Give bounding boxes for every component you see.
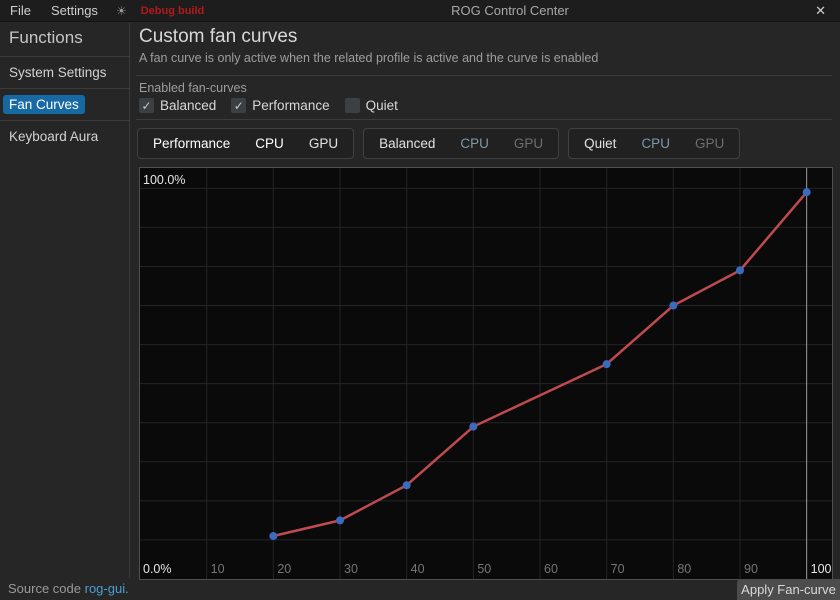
page-subtitle: A fan curve is only active when the rela… bbox=[139, 51, 599, 65]
x-tick-label: 80 bbox=[677, 562, 691, 576]
curve-point[interactable] bbox=[736, 266, 744, 275]
fan-tab-quiet-cpu[interactable]: CPU bbox=[633, 133, 678, 154]
fan-tab-balanced-cpu[interactable]: CPU bbox=[452, 133, 497, 154]
divider bbox=[136, 119, 832, 120]
checkmark-icon: ✓ bbox=[231, 98, 247, 113]
profile-tab-balanced[interactable]: Balanced bbox=[371, 133, 443, 154]
x-tick-label: 70 bbox=[611, 562, 625, 576]
enabled-fan-curves-label: Enabled fan-curves bbox=[139, 81, 247, 95]
theme-sun-icon[interactable]: ☀ bbox=[115, 3, 127, 18]
enabled-fan-curves-row: ✓ Balanced ✓ Performance ✓ Quiet bbox=[139, 98, 398, 113]
fan-curve-line bbox=[273, 191, 808, 538]
fan-tab-performance-gpu[interactable]: GPU bbox=[301, 133, 346, 154]
x-tick-label: 10 bbox=[211, 562, 225, 576]
rog-gui-link[interactable]: rog-gui. bbox=[84, 581, 129, 596]
x-tick-label: 60 bbox=[544, 562, 558, 576]
menu-file[interactable]: File bbox=[10, 3, 31, 18]
sidebar-item-fan-curves[interactable]: Fan Curves bbox=[0, 89, 129, 120]
checkbox-performance[interactable]: ✓ Performance bbox=[231, 98, 330, 113]
x-tick-label: 20 bbox=[277, 562, 291, 576]
fan-curve-plot[interactable]: 10 20 30 40 50 60 70 80 90 100 100.0% 0.0% bbox=[140, 168, 832, 579]
profile-tab-quiet[interactable]: Quiet bbox=[576, 133, 624, 154]
fan-tab-performance-cpu[interactable]: CPU bbox=[247, 133, 292, 154]
page-title: Custom fan curves bbox=[139, 26, 298, 47]
fan-group-performance: Performance CPU GPU bbox=[137, 128, 355, 159]
titlebar: File Settings ☀ Debug build ROG Control … bbox=[0, 0, 840, 22]
fan-tab-balanced-gpu[interactable]: GPU bbox=[506, 133, 551, 154]
curve-point[interactable] bbox=[669, 301, 678, 310]
fan-group-balanced: Balanced CPU GPU bbox=[363, 128, 560, 159]
x-tick-label: 40 bbox=[411, 562, 425, 576]
checkmark-icon: ✓ bbox=[139, 98, 154, 113]
checkmark-icon: ✓ bbox=[344, 98, 360, 113]
fan-curve-chart[interactable]: 10 20 30 40 50 60 70 80 90 100 100.0% 0.0% bbox=[139, 167, 833, 580]
profile-tabs-row: Performance CPU GPU Balanced CPU GPU Qui… bbox=[137, 128, 741, 159]
profile-tab-performance[interactable]: Performance bbox=[145, 133, 238, 154]
sidebar-item-keyboard-aura[interactable]: Keyboard Aura bbox=[9, 129, 99, 144]
sidebar: Functions System Settings Fan Curves Key… bbox=[0, 23, 130, 578]
window-title: ROG Control Center bbox=[451, 3, 569, 18]
divider bbox=[0, 56, 129, 57]
curve-point[interactable] bbox=[469, 422, 478, 431]
checkbox-balanced[interactable]: ✓ Balanced bbox=[139, 98, 216, 113]
main-content: Custom fan curves A fan curve is only ac… bbox=[131, 23, 840, 600]
curve-point[interactable] bbox=[402, 481, 411, 490]
curve-point[interactable] bbox=[602, 360, 611, 369]
sidebar-header: Functions bbox=[9, 28, 83, 47]
debug-build-badge: Debug build bbox=[140, 4, 205, 17]
menu-settings[interactable]: Settings bbox=[50, 3, 98, 18]
close-icon[interactable]: ✕ bbox=[815, 3, 826, 18]
apply-fan-curve-button[interactable]: Apply Fan-curve bbox=[737, 579, 840, 600]
x-tick-label: 90 bbox=[744, 562, 758, 576]
checkbox-quiet[interactable]: ✓ Quiet bbox=[344, 98, 398, 113]
y-max-label: 100.0% bbox=[143, 173, 185, 187]
sidebar-item-system-settings[interactable]: System Settings bbox=[9, 65, 107, 80]
x-tick-label: 50 bbox=[477, 562, 491, 576]
curve-point[interactable] bbox=[802, 188, 811, 197]
curve-point[interactable] bbox=[269, 532, 278, 541]
fan-group-quiet: Quiet CPU GPU bbox=[568, 128, 741, 159]
source-code-note: Source code rog-gui. bbox=[8, 581, 129, 596]
y-min-label: 0.0% bbox=[143, 562, 172, 576]
divider bbox=[0, 120, 129, 121]
curve-point[interactable] bbox=[336, 516, 344, 525]
fan-tab-quiet-gpu[interactable]: GPU bbox=[687, 133, 732, 154]
divider bbox=[136, 75, 832, 76]
x-tick-label: 100 bbox=[811, 562, 832, 576]
x-tick-label: 30 bbox=[344, 562, 358, 576]
divider bbox=[0, 88, 129, 89]
